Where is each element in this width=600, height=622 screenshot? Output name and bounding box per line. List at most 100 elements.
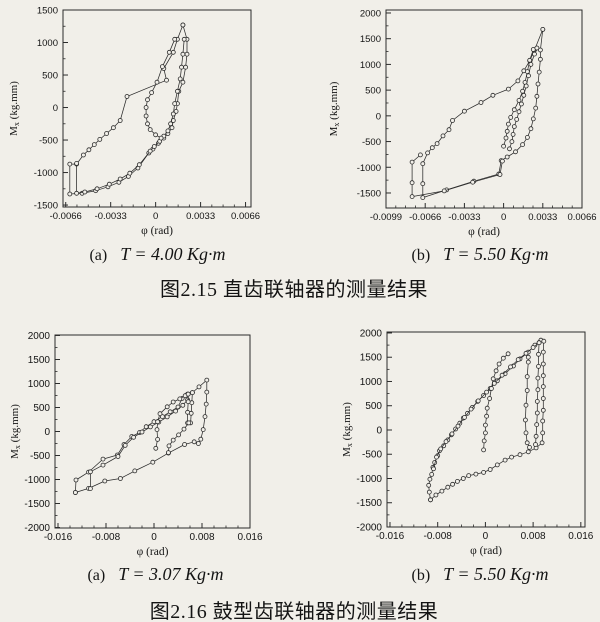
data-point bbox=[515, 78, 521, 84]
data-point bbox=[484, 413, 490, 419]
x-tick-label: 0.0066 bbox=[567, 212, 596, 223]
data-point bbox=[174, 88, 180, 94]
x-tick-label: -0.0099 bbox=[370, 212, 402, 223]
subcaption-index: (b) bbox=[411, 247, 431, 264]
data-point bbox=[525, 359, 531, 365]
series-inner-descent bbox=[168, 422, 190, 453]
data-point bbox=[164, 77, 169, 83]
data-point bbox=[180, 22, 186, 28]
data-point bbox=[165, 450, 171, 456]
x-tick-label: -0.0066 bbox=[50, 211, 82, 222]
x-tick-label: 0.0033 bbox=[528, 212, 557, 223]
data-point bbox=[102, 478, 108, 484]
data-point bbox=[426, 482, 432, 488]
data-point bbox=[195, 441, 201, 446]
data-point bbox=[509, 454, 515, 460]
data-point bbox=[180, 402, 186, 408]
data-point bbox=[539, 440, 545, 446]
x-axis-label: φ (rad) bbox=[141, 225, 173, 237]
data-point bbox=[488, 386, 494, 391]
series-inner-right-descent-markers bbox=[522, 354, 532, 450]
x-tick-label: -0.0033 bbox=[448, 212, 480, 223]
series-loop-cycle-2-markers bbox=[74, 36, 187, 196]
y-tick-label: -1500 bbox=[356, 498, 382, 509]
y-tick-label: -1000 bbox=[356, 474, 382, 485]
series-loop-upper-duplicate-markers bbox=[431, 340, 542, 472]
data-point bbox=[434, 454, 439, 460]
data-point bbox=[177, 76, 183, 82]
data-point bbox=[527, 444, 532, 450]
data-point bbox=[461, 108, 467, 114]
data-point bbox=[446, 127, 452, 133]
x-tick-label: -0.0033 bbox=[95, 211, 127, 222]
data-point bbox=[132, 468, 138, 474]
y-tick-label: 500 bbox=[365, 86, 381, 97]
data-point bbox=[523, 430, 529, 436]
y-tick-label: -1000 bbox=[34, 168, 58, 179]
data-point bbox=[502, 457, 508, 463]
data-point bbox=[67, 161, 73, 167]
series-inner-s-branch-markers bbox=[481, 351, 511, 453]
subcaption-fig2-15-b: (b) T = 5.50 Kg·m bbox=[375, 244, 585, 265]
data-point bbox=[143, 424, 149, 430]
data-point bbox=[507, 146, 512, 152]
data-point bbox=[155, 419, 161, 425]
data-point bbox=[158, 135, 164, 141]
data-point bbox=[434, 141, 440, 147]
data-point bbox=[67, 191, 73, 197]
data-point bbox=[526, 73, 531, 79]
chart-fig2-16-b-slot: -0.016 -0.008 0 0.008 0.016 2000 1500 1000 500 0 -… bbox=[330, 318, 600, 563]
y-tick-label: 0 bbox=[53, 103, 58, 114]
data-point bbox=[487, 396, 493, 401]
data-point bbox=[450, 481, 455, 487]
x-tick-label: 0.0033 bbox=[186, 211, 215, 222]
data-point bbox=[443, 439, 449, 444]
data-point bbox=[536, 69, 542, 75]
data-point bbox=[428, 497, 433, 503]
y-tick-label: 0 bbox=[376, 111, 381, 122]
x-tick-label: -0.016 bbox=[376, 531, 405, 542]
data-point bbox=[181, 36, 187, 42]
data-point bbox=[131, 434, 137, 440]
data-point bbox=[516, 98, 522, 103]
y-tick-label: -1500 bbox=[24, 499, 50, 510]
series-loop-cycle-2 bbox=[411, 154, 503, 197]
data-point bbox=[185, 391, 191, 397]
subcaption-formula: T = 5.50 Kg·m bbox=[443, 564, 549, 584]
subcaption-index: (a) bbox=[87, 567, 106, 584]
data-point bbox=[533, 433, 539, 439]
x-tick-label: 0.008 bbox=[521, 531, 546, 542]
chart-fig2-16-a-slot: -0.016 -0.008 0 0.008 0.016 2000 1500 1000 500 0 -… bbox=[0, 318, 285, 563]
x-axis-label: φ (rad) bbox=[137, 546, 169, 558]
data-point bbox=[189, 390, 195, 395]
data-point bbox=[449, 431, 455, 437]
data-point bbox=[139, 429, 145, 435]
y-tick-label: -1500 bbox=[34, 201, 58, 212]
data-point bbox=[513, 149, 518, 155]
data-point bbox=[177, 396, 183, 402]
data-point bbox=[204, 389, 210, 395]
data-point bbox=[523, 402, 529, 408]
data-point bbox=[169, 125, 175, 131]
data-point bbox=[88, 469, 93, 475]
data-point bbox=[440, 133, 446, 139]
data-point bbox=[503, 135, 509, 141]
data-point bbox=[523, 350, 529, 356]
data-point bbox=[510, 131, 516, 137]
data-point bbox=[429, 471, 435, 477]
data-point bbox=[511, 107, 517, 113]
data-point bbox=[431, 466, 436, 472]
data-point bbox=[115, 454, 121, 459]
data-point bbox=[524, 388, 530, 393]
series-loop-cycle-1 bbox=[422, 29, 544, 198]
data-point bbox=[520, 88, 526, 94]
x-tick-label: 0.008 bbox=[189, 532, 214, 543]
data-point bbox=[508, 115, 514, 120]
data-point bbox=[509, 139, 515, 145]
y-tick-label: 1500 bbox=[360, 353, 383, 364]
data-point bbox=[170, 437, 176, 443]
data-point bbox=[433, 492, 439, 498]
y-tick-label: 0 bbox=[44, 427, 50, 438]
data-point bbox=[147, 424, 153, 430]
y-tick-label: -2000 bbox=[24, 523, 50, 534]
